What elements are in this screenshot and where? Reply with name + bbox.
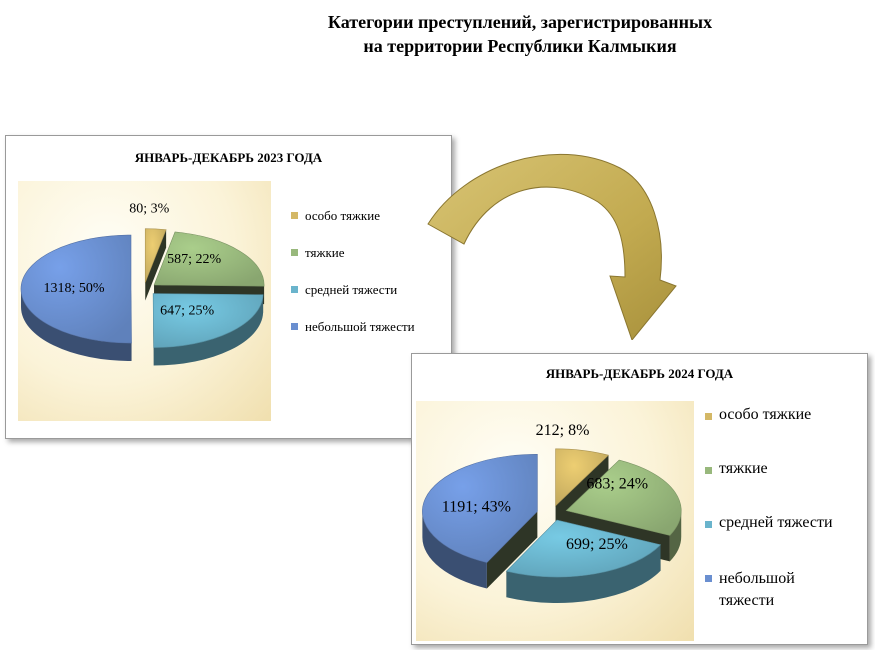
pie-slice-3 xyxy=(422,454,538,563)
legend-item-medium: средней тяжести xyxy=(705,514,849,568)
legend-label: тяжкие xyxy=(305,245,345,260)
legend-swatch xyxy=(705,467,712,474)
legend-item-medium: средней тяжести xyxy=(291,282,415,319)
pie-slice-0 xyxy=(144,228,167,283)
data-label-0: 212; 8% xyxy=(536,422,590,439)
data-label-2: 647; 25% xyxy=(160,304,214,319)
data-label-1: 587; 22% xyxy=(167,252,221,267)
slice-side-face xyxy=(506,544,661,604)
chart-2024-pie: 212; 8% 683; 24% 699; 25% 1191; 43% xyxy=(422,422,682,604)
main-title-line2: на территории Республики Калмыкия xyxy=(363,36,677,56)
data-label-0: 80; 3% xyxy=(129,202,169,217)
legend-item-grave: тяжкие xyxy=(705,460,849,514)
legend-swatch xyxy=(705,521,712,528)
slice-side-face xyxy=(422,511,487,589)
main-title: Категории преступлений, зарегистрированн… xyxy=(200,10,840,58)
data-label-3: 1191; 43% xyxy=(442,498,511,515)
legend-swatch xyxy=(291,249,298,256)
chart-2024-panel: ЯНВАРЬ-ДЕКАБРЬ 2024 ГОДА 212; 8% 683; 24%… xyxy=(411,353,868,645)
legend-item-especially-grave: особо тяжкие xyxy=(705,406,849,460)
slice-side-face xyxy=(21,289,132,362)
legend-label: особо тяжкие xyxy=(305,208,380,223)
chart-2023-title: ЯНВАРЬ-ДЕКАБРЬ 2023 ГОДА xyxy=(134,150,323,165)
curved-arrow-icon xyxy=(427,153,677,340)
legend-label: особо тяжкие xyxy=(719,406,812,423)
legend-label: средней тяжести xyxy=(719,514,833,531)
legend-label: средней тяжести xyxy=(305,282,398,297)
slice-cut-face xyxy=(145,229,167,301)
data-label-3: 1318; 50% xyxy=(43,281,104,296)
pie-slice-2 xyxy=(505,519,662,578)
legend-item-grave: тяжкие xyxy=(291,245,415,282)
slice-cut-face xyxy=(486,511,538,589)
legend-item-minor: небольшой тяжести xyxy=(705,568,849,622)
main-title-line1: Категории преступлений, зарегистрированн… xyxy=(327,12,713,32)
chart-2023-panel: ЯНВАРЬ-ДЕКАБРЬ 2023 ГОДА 80; 3% 587; 22% 6… xyxy=(5,135,452,439)
arrow-shape xyxy=(427,153,677,340)
legend-swatch xyxy=(291,212,298,219)
legend-item-minor: небольшой тяжести xyxy=(291,319,415,356)
legend-label: небольшой тяжести xyxy=(719,570,795,609)
legend-swatch xyxy=(291,323,298,330)
legend-swatch xyxy=(705,413,712,420)
chart-2023-legend: особо тяжкие тяжкие средней тяжести небо… xyxy=(291,208,415,356)
pie-slice-1 xyxy=(565,459,682,536)
legend-label: тяжкие xyxy=(719,460,768,477)
chart-2024-title: ЯНВАРЬ-ДЕКАБРЬ 2024 ГОДА xyxy=(545,366,734,381)
data-label-1: 683; 24% xyxy=(586,476,648,493)
pie-slice-2 xyxy=(152,293,264,348)
chart-2023-pie: 80; 3% 587; 22% 647; 25% 1318; 50% xyxy=(20,202,265,366)
legend-label: небольшой тяжести xyxy=(305,319,415,334)
pie-slice-1 xyxy=(153,231,265,287)
legend-swatch xyxy=(705,575,712,582)
pie-slice-3 xyxy=(20,234,132,344)
pie-slice-0 xyxy=(555,448,610,507)
data-label-2: 699; 25% xyxy=(566,536,628,553)
legend-swatch xyxy=(291,286,298,293)
chart-2024-legend: особо тяжкие тяжкие средней тяжести небо… xyxy=(705,406,849,622)
slice-side-face xyxy=(153,294,264,366)
legend-item-especially-grave: особо тяжкие xyxy=(291,208,415,245)
